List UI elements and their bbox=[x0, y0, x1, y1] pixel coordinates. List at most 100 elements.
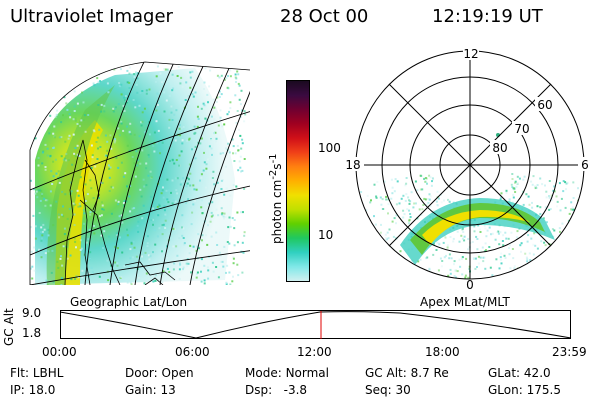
speckle-dot bbox=[203, 279, 206, 282]
speckle-dot bbox=[136, 164, 139, 167]
speckle-dot bbox=[140, 195, 143, 198]
speckle-dot bbox=[216, 74, 219, 77]
speckle-dot bbox=[235, 81, 237, 83]
speckle-dot bbox=[205, 234, 207, 237]
speckle-dot bbox=[189, 184, 192, 187]
speckle-dot bbox=[555, 195, 558, 198]
speckle-dot bbox=[30, 94, 33, 96]
speckle-dot bbox=[162, 223, 165, 226]
speckle-dot bbox=[240, 211, 243, 214]
speckle-dot bbox=[79, 239, 82, 242]
speckle-dot bbox=[516, 175, 519, 178]
footer-filter-key: Flt: bbox=[10, 366, 29, 380]
speckle-dot bbox=[201, 212, 204, 214]
speckle-dot bbox=[109, 134, 112, 137]
speckle-dot bbox=[182, 227, 185, 230]
speckle-dot bbox=[211, 201, 214, 204]
speckle-dot bbox=[240, 147, 243, 150]
speckle-dot bbox=[48, 86, 51, 89]
speckle-dot bbox=[179, 134, 182, 137]
speckle-dot bbox=[483, 224, 486, 227]
speckle-dot bbox=[236, 211, 239, 214]
speckle-dot bbox=[460, 234, 463, 237]
altitude-xtick-1800: 18:00 bbox=[425, 345, 460, 359]
speckle-dot bbox=[499, 256, 502, 259]
speckle-dot bbox=[526, 260, 529, 263]
speckle-dot bbox=[499, 231, 502, 234]
speckle-dot bbox=[155, 274, 157, 277]
speckle-dot bbox=[216, 244, 219, 246]
speckle-dot bbox=[224, 216, 227, 218]
speckle-dot bbox=[200, 107, 203, 110]
speckle-dot bbox=[511, 201, 514, 204]
speckle-dot bbox=[217, 124, 220, 127]
speckle-dot bbox=[238, 84, 241, 87]
speckle-dot bbox=[55, 200, 58, 203]
speckle-dot bbox=[98, 197, 100, 200]
speckle-dot bbox=[471, 241, 474, 243]
speckle-dot bbox=[183, 242, 186, 245]
speckle-dot bbox=[53, 125, 56, 128]
speckle-dot bbox=[171, 263, 174, 266]
speckle-dot bbox=[120, 93, 123, 96]
speckle-dot bbox=[42, 223, 45, 226]
speckle-dot bbox=[455, 276, 457, 279]
speckle-dot bbox=[38, 212, 41, 214]
speckle-dot bbox=[182, 243, 185, 246]
speckle-dot bbox=[461, 256, 464, 259]
speckle-dot bbox=[227, 65, 230, 67]
speckle-dot bbox=[233, 160, 236, 162]
speckle-dot bbox=[31, 112, 34, 115]
speckle-dot bbox=[407, 222, 410, 225]
speckle-dot bbox=[210, 211, 213, 214]
speckle-dot bbox=[508, 247, 510, 249]
speckle-dot bbox=[530, 180, 533, 183]
speckle-dot bbox=[375, 195, 378, 198]
speckle-dot bbox=[147, 174, 150, 177]
speckle-dot bbox=[501, 240, 504, 242]
speckle-dot bbox=[47, 250, 50, 253]
speckle-dot bbox=[126, 228, 128, 231]
speckle-dot bbox=[117, 166, 120, 169]
speckle-dot bbox=[187, 198, 190, 201]
speckle-dot bbox=[145, 184, 148, 187]
speckle-dot bbox=[437, 269, 440, 272]
speckle-dot bbox=[565, 182, 568, 185]
speckle-dot bbox=[520, 242, 523, 245]
speckle-dot bbox=[236, 241, 239, 244]
speckle-dot bbox=[117, 200, 120, 203]
speckle-dot bbox=[171, 158, 174, 161]
speckle-dot bbox=[73, 90, 76, 93]
speckle-dot bbox=[223, 123, 226, 126]
speckle-dot bbox=[44, 143, 47, 146]
speckle-dot bbox=[191, 211, 194, 214]
speckle-dot bbox=[77, 205, 80, 208]
speckle-dot bbox=[452, 237, 455, 240]
speckle-dot bbox=[449, 268, 452, 271]
speckle-dot bbox=[215, 137, 218, 140]
speckle-dot bbox=[79, 249, 82, 251]
speckle-dot bbox=[50, 170, 53, 173]
speckle-dot bbox=[577, 187, 579, 190]
speckle-dot bbox=[142, 204, 145, 207]
speckle-dot bbox=[156, 65, 159, 68]
speckle-dot bbox=[87, 114, 90, 116]
speckle-dot bbox=[484, 227, 487, 230]
speckle-dot bbox=[152, 207, 155, 210]
speckle-dot bbox=[232, 152, 234, 155]
speckle-dot bbox=[414, 202, 417, 205]
speckle-dot bbox=[210, 184, 213, 187]
speckle-dot bbox=[90, 266, 93, 269]
speckle-dot bbox=[211, 177, 214, 179]
speckle-dot bbox=[50, 90, 53, 93]
speckle-dot bbox=[220, 188, 223, 190]
speckle-dot bbox=[90, 144, 93, 147]
speckle-dot bbox=[474, 257, 477, 260]
speckle-dot bbox=[559, 230, 561, 233]
speckle-dot bbox=[52, 224, 55, 227]
speckle-dot bbox=[83, 253, 86, 256]
speckle-dot bbox=[185, 185, 188, 188]
speckle-dot bbox=[223, 217, 225, 220]
speckle-dot bbox=[223, 78, 226, 81]
speckle-dot bbox=[204, 67, 207, 70]
